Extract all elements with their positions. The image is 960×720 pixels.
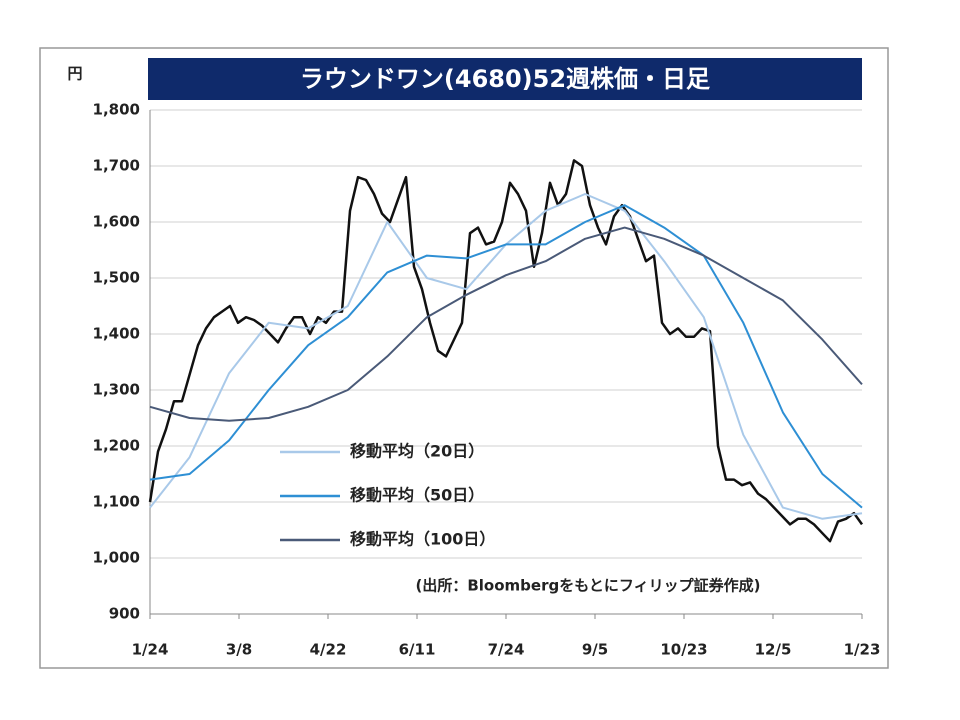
- y-tick-label: 1,200: [93, 437, 140, 455]
- y-tick-label: 900: [109, 605, 140, 623]
- legend-label: 移動平均（100日）: [350, 530, 495, 549]
- moving-average-line: [149, 204, 863, 509]
- y-unit: 円: [67, 65, 82, 83]
- price-line: [148, 159, 864, 543]
- x-tick-label: 1/24: [132, 641, 169, 659]
- source-note: (出所：Bloombergをもとにフィリップ証券作成): [416, 577, 761, 595]
- y-tick-label: 1,400: [93, 325, 140, 343]
- title-bar: [148, 58, 862, 100]
- moving-average-line: [149, 226, 863, 422]
- y-tick-label: 1,300: [93, 381, 140, 399]
- chart-title: ラウンドワン(4680)52週株価・日足: [300, 65, 710, 93]
- chart-frame: [39, 47, 889, 669]
- x-tick-label: 4/22: [310, 641, 347, 659]
- y-tick-label: 1,500: [93, 269, 140, 287]
- y-tick-label: 1,600: [93, 213, 140, 231]
- y-tick-label: 1,800: [93, 101, 140, 119]
- x-tick-label: 6/11: [399, 641, 436, 659]
- x-tick-label: 1/23: [844, 641, 881, 659]
- x-tick-label: 3/8: [226, 641, 252, 659]
- x-tick-label: 9/5: [582, 641, 608, 659]
- x-tick-label: 10/23: [660, 641, 707, 659]
- x-tick-label: 7/24: [488, 641, 525, 659]
- y-tick-label: 1,100: [93, 493, 140, 511]
- y-tick-label: 1,700: [93, 157, 140, 175]
- legend-label: 移動平均（50日）: [350, 486, 484, 505]
- legend-label: 移動平均（20日）: [350, 442, 484, 461]
- y-tick-label: 1,000: [93, 549, 140, 567]
- x-tick-label: 12/5: [755, 641, 792, 659]
